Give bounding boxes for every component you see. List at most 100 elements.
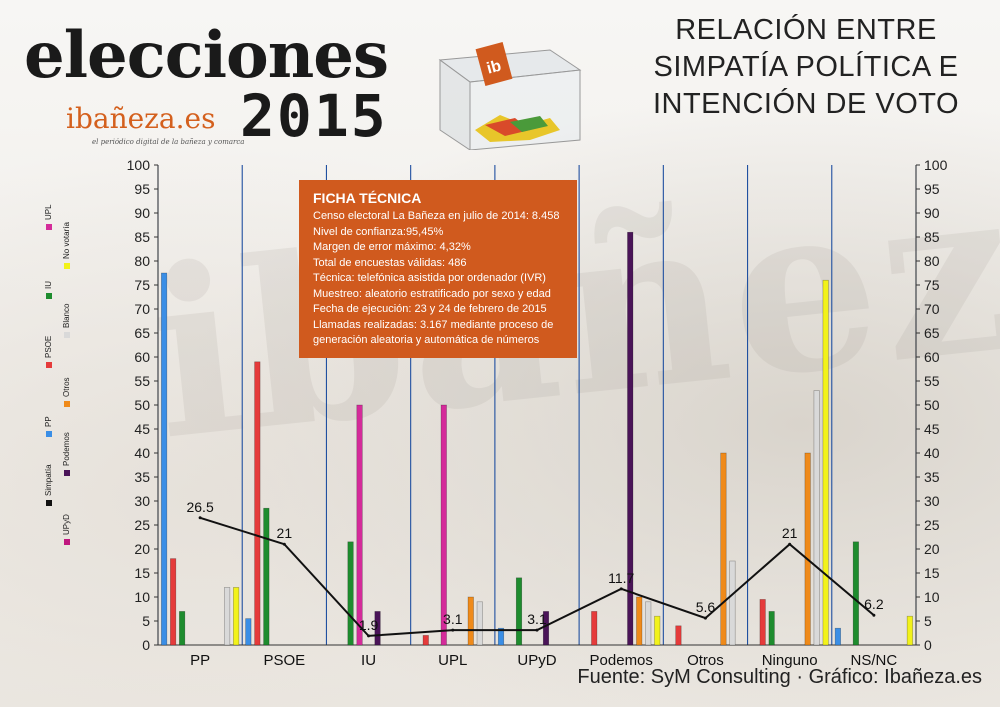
legend-label: No votaría bbox=[62, 222, 71, 259]
ficha-title: FICHA TÉCNICA bbox=[313, 190, 422, 206]
bar bbox=[729, 560, 736, 646]
x-tick-label: UPL bbox=[438, 652, 467, 669]
page-title-line-2: SIMPATÍA POLÍTICA E bbox=[653, 51, 959, 83]
ficha-line: Fecha de ejecución: 23 y 24 de febrero d… bbox=[313, 303, 547, 315]
legend-group: Simpatía PP PSOE IU UPL UPyD Podemos Otros Blanc… bbox=[44, 204, 71, 545]
bar bbox=[224, 587, 231, 646]
bar bbox=[374, 611, 381, 646]
ficha-line: Muestreo: aleatorio estratificado por se… bbox=[313, 287, 551, 300]
legend-swatch bbox=[46, 293, 52, 299]
ficha-line: Margen de error máximo: 4,32% bbox=[313, 241, 471, 253]
y-tick-label: 65 bbox=[134, 325, 150, 341]
y-tick-label: 45 bbox=[924, 421, 940, 437]
y-tick-label: 35 bbox=[924, 469, 940, 485]
y-tick-label: 0 bbox=[924, 637, 932, 653]
x-tick-label: Otros bbox=[687, 652, 724, 669]
bar bbox=[542, 611, 550, 646]
y-tick-label: 70 bbox=[134, 301, 150, 317]
bar bbox=[813, 390, 820, 646]
y-tick-label: 45 bbox=[134, 421, 150, 437]
simpatia-label: 21 bbox=[277, 525, 293, 541]
x-tick-label: Podemos bbox=[590, 652, 653, 669]
y-tick-label: 25 bbox=[134, 517, 150, 533]
simpatia-label: 1.9 bbox=[359, 617, 379, 633]
y-tick-label: 90 bbox=[924, 205, 940, 221]
y-tick-label: 40 bbox=[134, 445, 150, 461]
page-title-line-3: INTENCIÓN DE VOTO bbox=[652, 88, 960, 120]
y-tick-label: 85 bbox=[134, 229, 150, 245]
y-tick-label: 100 bbox=[127, 157, 151, 173]
legend-label: PP bbox=[44, 416, 53, 427]
y-tick-label: 55 bbox=[134, 373, 150, 389]
bar bbox=[768, 611, 775, 646]
simpatia-point bbox=[788, 542, 792, 546]
simpatia-label: 21 bbox=[782, 525, 798, 541]
x-tick-label: PP bbox=[190, 652, 210, 669]
legend-swatch bbox=[46, 362, 52, 368]
bar bbox=[636, 596, 643, 646]
bar bbox=[834, 627, 841, 646]
legend-swatch bbox=[46, 500, 52, 506]
chart-bars bbox=[161, 231, 913, 646]
bar bbox=[759, 599, 766, 646]
y-tick-label: 85 bbox=[924, 229, 940, 245]
y-tick-label: 95 bbox=[134, 181, 150, 197]
bar bbox=[906, 615, 913, 646]
simpatia-point bbox=[872, 613, 876, 617]
legend-label: Podemos bbox=[62, 432, 71, 466]
x-tick-label: Ninguno bbox=[762, 652, 818, 669]
y-tick-label: 75 bbox=[134, 277, 150, 293]
logo-tagline: el periódico digital de la bañeza y coma… bbox=[92, 138, 245, 146]
y-tick-label: 90 bbox=[134, 205, 150, 221]
bar bbox=[720, 452, 727, 646]
y-tick-label: 70 bbox=[924, 301, 940, 317]
logo-title: elecciones bbox=[24, 18, 389, 93]
chart-legend: Simpatía PP PSOE IU UPL UPyD Podemos Otros Blanc… bbox=[44, 204, 71, 545]
ficha-line: Técnica: telefónica asistida por ordenad… bbox=[313, 272, 546, 284]
legend-label: UPL bbox=[44, 204, 53, 220]
y-tick-label: 50 bbox=[134, 397, 150, 413]
legend-swatch bbox=[64, 401, 70, 407]
bar bbox=[645, 601, 652, 646]
legend-swatch bbox=[46, 431, 52, 437]
y-tick-label: 40 bbox=[924, 445, 940, 461]
simpatia-point bbox=[535, 628, 539, 632]
legend-swatch bbox=[64, 332, 70, 338]
legend-swatch bbox=[46, 224, 52, 230]
bar bbox=[233, 587, 240, 646]
ficha-line: generación aleatoria y automática de núm… bbox=[313, 334, 540, 346]
simpatia-point bbox=[367, 634, 371, 638]
simpatia-label: 3.1 bbox=[527, 611, 547, 627]
simpatia-label: 3.1 bbox=[443, 611, 463, 627]
legend-label: Blanco bbox=[62, 303, 71, 328]
ficha-line: Nivel de confianza:95,45% bbox=[313, 225, 444, 238]
y-tick-label: 15 bbox=[134, 565, 150, 581]
legend-label: UPyD bbox=[62, 514, 71, 535]
y-tick-label: 35 bbox=[134, 469, 150, 485]
y-tick-label: 25 bbox=[924, 517, 940, 533]
legend-swatch bbox=[64, 263, 70, 269]
y-tick-label: 20 bbox=[924, 541, 940, 557]
page-title: RELACIÓN ENTRE SIMPATÍA POLÍTICA E INTEN… bbox=[636, 12, 976, 123]
bar bbox=[170, 558, 177, 646]
y-tick-label: 10 bbox=[924, 589, 940, 605]
y-tick-label: 80 bbox=[134, 253, 150, 269]
x-tick-label: NS/NC bbox=[851, 652, 898, 669]
bar bbox=[347, 541, 354, 646]
y-tick-label: 95 bbox=[924, 181, 940, 197]
chart-line: 26.5 21 1.9 3.1 3.1 11.7 5.6 21 6.2 bbox=[186, 499, 884, 638]
bar bbox=[356, 404, 363, 646]
legend-label: Simpatía bbox=[44, 464, 53, 496]
bar bbox=[263, 507, 270, 646]
bar bbox=[497, 627, 505, 646]
simpatia-label: 5.6 bbox=[696, 599, 716, 615]
simpatia-point bbox=[619, 587, 623, 591]
simpatia-point bbox=[198, 516, 202, 520]
simpatia-label: 26.5 bbox=[186, 499, 213, 515]
y-tick-label: 100 bbox=[924, 157, 948, 173]
bar bbox=[654, 615, 661, 646]
bar bbox=[852, 541, 859, 646]
simpatia-point bbox=[282, 542, 286, 546]
